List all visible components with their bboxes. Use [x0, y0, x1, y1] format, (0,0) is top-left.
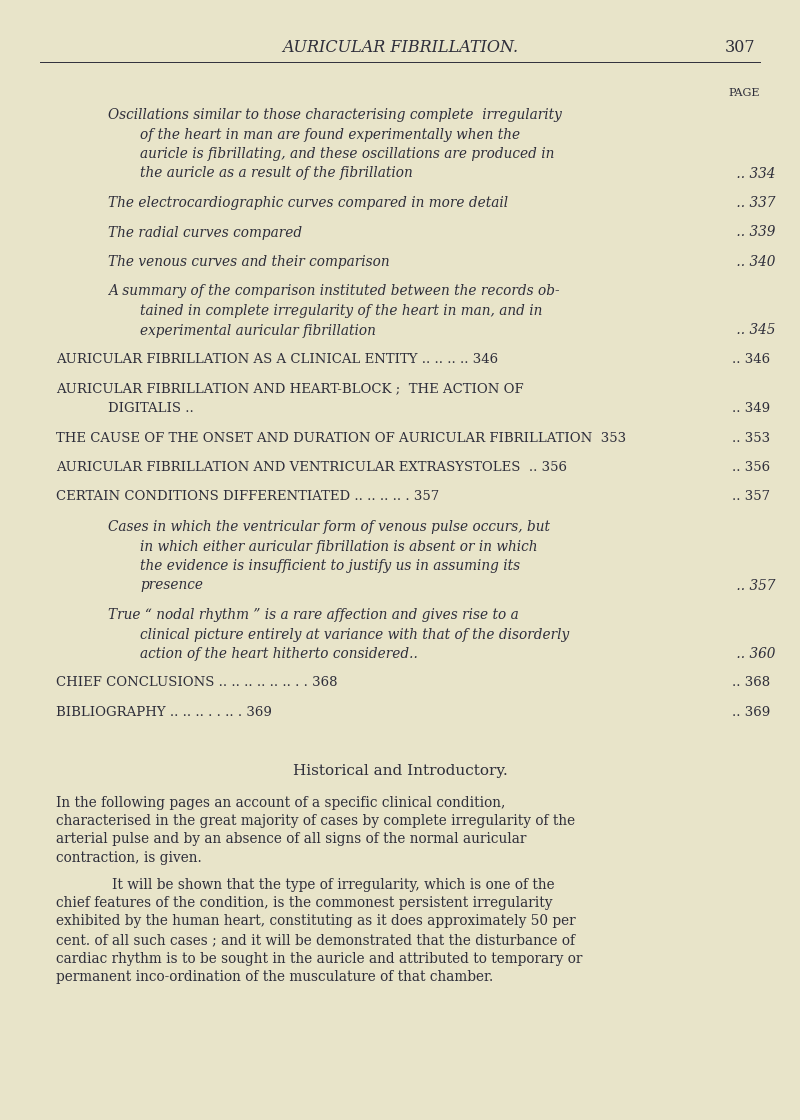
- Text: It will be shown that the type of irregularity, which is one of the: It will be shown that the type of irregu…: [112, 877, 554, 892]
- Text: .. 353: .. 353: [732, 431, 770, 445]
- Text: .. 345: .. 345: [732, 324, 775, 337]
- Text: The electrocardiographic curves compared in more detail: The electrocardiographic curves compared…: [108, 196, 508, 211]
- Text: of the heart in man are found experimentally when the: of the heart in man are found experiment…: [140, 128, 520, 141]
- Text: DIGITALIS ..: DIGITALIS ..: [108, 402, 194, 416]
- Text: .. 334: .. 334: [732, 167, 775, 180]
- Text: In the following pages an account of a specific clinical condition,: In the following pages an account of a s…: [56, 795, 506, 810]
- Text: AURICULAR FIBRILLATION AND HEART-BLOCK ;  THE ACTION OF: AURICULAR FIBRILLATION AND HEART-BLOCK ;…: [56, 383, 524, 395]
- Text: presence: presence: [140, 579, 203, 592]
- Text: 307: 307: [725, 39, 755, 56]
- Text: action of the heart hitherto considered..: action of the heart hitherto considered.…: [140, 647, 418, 661]
- Text: .. 346: .. 346: [732, 353, 770, 366]
- Text: Historical and Introductory.: Historical and Introductory.: [293, 764, 507, 777]
- Text: cent. of all such cases ; and it will be demonstrated that the disturbance of: cent. of all such cases ; and it will be…: [56, 933, 575, 948]
- Text: AURICULAR FIBRILLATION AND VENTRICULAR EXTRASYSTOLES  .. 356: AURICULAR FIBRILLATION AND VENTRICULAR E…: [56, 461, 567, 474]
- Text: PAGE: PAGE: [728, 88, 759, 99]
- Text: permanent inco-ordination of the musculature of that chamber.: permanent inco-ordination of the muscula…: [56, 970, 494, 984]
- Text: experimental auricular fibrillation: experimental auricular fibrillation: [140, 324, 376, 337]
- Text: .. 356: .. 356: [732, 461, 770, 474]
- Text: the evidence is insufficient to justify us in assuming its: the evidence is insufficient to justify …: [140, 559, 520, 573]
- Text: True “ nodal rhythm ” is a rare affection and gives rise to a: True “ nodal rhythm ” is a rare affectio…: [108, 608, 518, 622]
- Text: CHIEF CONCLUSIONS .. .. .. .. .. .. . . 368: CHIEF CONCLUSIONS .. .. .. .. .. .. . . …: [56, 676, 338, 690]
- Text: The venous curves and their comparison: The venous curves and their comparison: [108, 255, 390, 269]
- Text: arterial pulse and by an absence of all signs of the normal auricular: arterial pulse and by an absence of all …: [56, 832, 526, 847]
- Text: cardiac rhythm is to be sought in the auricle and attributed to temporary or: cardiac rhythm is to be sought in the au…: [56, 952, 582, 965]
- Text: .. 357: .. 357: [732, 491, 770, 504]
- Text: .. 349: .. 349: [732, 402, 770, 416]
- Text: CERTAIN CONDITIONS DIFFERENTIATED .. .. .. .. . 357: CERTAIN CONDITIONS DIFFERENTIATED .. .. …: [56, 491, 439, 504]
- Text: AURICULAR FIBRILLATION AS A CLINICAL ENTITY .. .. .. .. 346: AURICULAR FIBRILLATION AS A CLINICAL ENT…: [56, 353, 498, 366]
- Text: in which either auricular fibrillation is absent or in which: in which either auricular fibrillation i…: [140, 540, 538, 553]
- Text: Oscillations similar to those characterising complete  irregularity: Oscillations similar to those characteri…: [108, 108, 562, 122]
- Text: auricle is fibrillating, and these oscillations are produced in: auricle is fibrillating, and these oscil…: [140, 147, 554, 161]
- Text: chief features of the condition, is the commonest persistent irregularity: chief features of the condition, is the …: [56, 896, 553, 909]
- Text: exhibited by the human heart, constituting as it does approximately 50 per: exhibited by the human heart, constituti…: [56, 915, 576, 928]
- Text: Cases in which the ventricular form of venous pulse occurs, but: Cases in which the ventricular form of v…: [108, 520, 550, 534]
- Text: contraction, is given.: contraction, is given.: [56, 851, 202, 865]
- Text: .. 360: .. 360: [732, 647, 775, 661]
- Text: AURICULAR FIBRILLATION.: AURICULAR FIBRILLATION.: [282, 39, 518, 56]
- Text: tained in complete irregularity of the heart in man, and in: tained in complete irregularity of the h…: [140, 304, 542, 318]
- Text: BIBLIOGRAPHY .. .. .. . . .. . 369: BIBLIOGRAPHY .. .. .. . . .. . 369: [56, 706, 272, 719]
- Text: .. 357: .. 357: [732, 579, 775, 592]
- Text: .. 337: .. 337: [732, 196, 775, 211]
- Text: THE CAUSE OF THE ONSET AND DURATION OF AURICULAR FIBRILLATION  353: THE CAUSE OF THE ONSET AND DURATION OF A…: [56, 431, 626, 445]
- Text: .. 340: .. 340: [732, 255, 775, 269]
- Text: characterised in the great majority of cases by complete irregularity of the: characterised in the great majority of c…: [56, 814, 575, 828]
- Text: .. 339: .. 339: [732, 225, 775, 240]
- Text: .. 368: .. 368: [732, 676, 770, 690]
- Text: clinical picture entirely at variance with that of the disorderly: clinical picture entirely at variance wi…: [140, 627, 570, 642]
- Text: The radial curves compared: The radial curves compared: [108, 225, 302, 240]
- Text: the auricle as a result of the fibrillation: the auricle as a result of the fibrillat…: [140, 167, 413, 180]
- Text: A summary of the comparison instituted between the records ob-: A summary of the comparison instituted b…: [108, 284, 560, 299]
- Text: .. 369: .. 369: [732, 706, 770, 719]
